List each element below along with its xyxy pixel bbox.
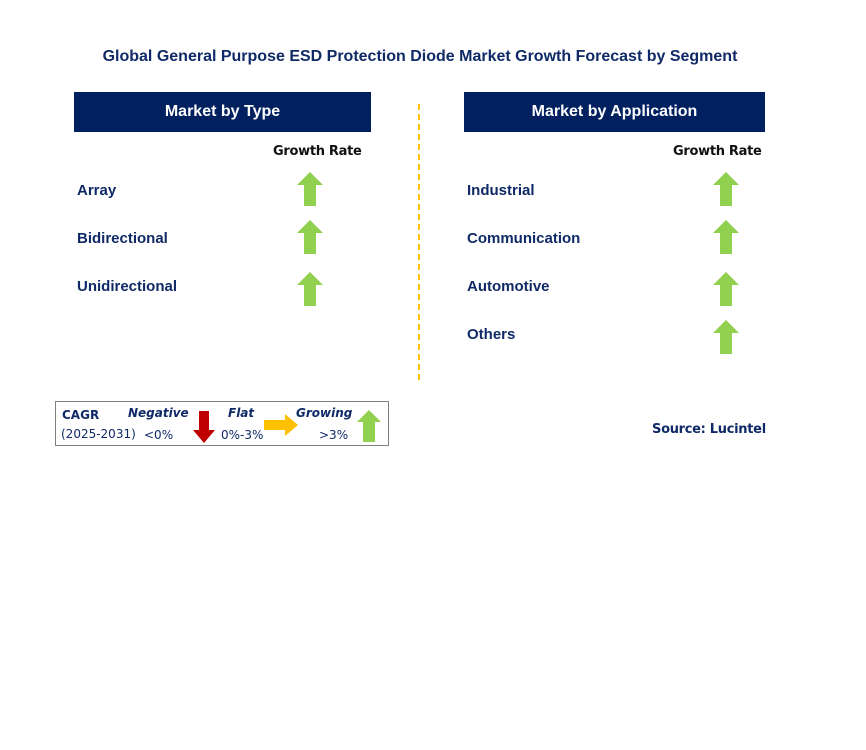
- growing-arrow-icon: [713, 272, 739, 306]
- growing-arrow-icon: [297, 172, 323, 206]
- growing-arrow-icon: [713, 172, 739, 206]
- legend-negative-label: Negative: [128, 406, 189, 420]
- legend-flat-label: Flat: [228, 406, 255, 420]
- flat-arrow-icon: [264, 414, 298, 436]
- source-label: Source: Lucintel: [652, 422, 766, 437]
- page-title: Global General Purpose ESD Protection Di…: [102, 48, 738, 65]
- type-label-unidirectional: Unidirectional: [77, 278, 178, 295]
- growing-arrow-icon: [297, 272, 323, 306]
- panel-divider: [418, 104, 420, 380]
- application-label-automotive: Automotive: [467, 278, 550, 295]
- application-label-others: Others: [467, 326, 516, 343]
- legend-flat-range: 0%-3%: [221, 428, 264, 442]
- left-growth-rate-header: Growth Rate: [273, 144, 362, 159]
- legend-cagr-label: CAGR: [62, 408, 100, 422]
- negative-arrow-icon: [193, 411, 215, 443]
- growing-arrow-icon: [357, 410, 381, 442]
- market-by-type-header: Market by Type: [74, 92, 371, 132]
- type-label-array: Array: [77, 182, 117, 199]
- right-growth-rate-header: Growth Rate: [673, 144, 762, 159]
- application-label-communication: Communication: [467, 230, 581, 247]
- legend-growing-range: >3%: [319, 428, 349, 442]
- application-label-industrial: Industrial: [467, 182, 535, 199]
- cagr-legend: CAGR (2025-2031) Negative <0% Flat 0%-3%…: [55, 401, 389, 446]
- growing-arrow-icon: [297, 220, 323, 254]
- market-by-application-header: Market by Application: [464, 92, 765, 132]
- growing-arrow-icon: [713, 320, 739, 354]
- legend-period: (2025-2031): [61, 427, 136, 441]
- type-label-bidirectional: Bidirectional: [77, 230, 168, 247]
- legend-negative-range: <0%: [144, 428, 174, 442]
- growing-arrow-icon: [713, 220, 739, 254]
- legend-growing-label: Growing: [296, 406, 353, 420]
